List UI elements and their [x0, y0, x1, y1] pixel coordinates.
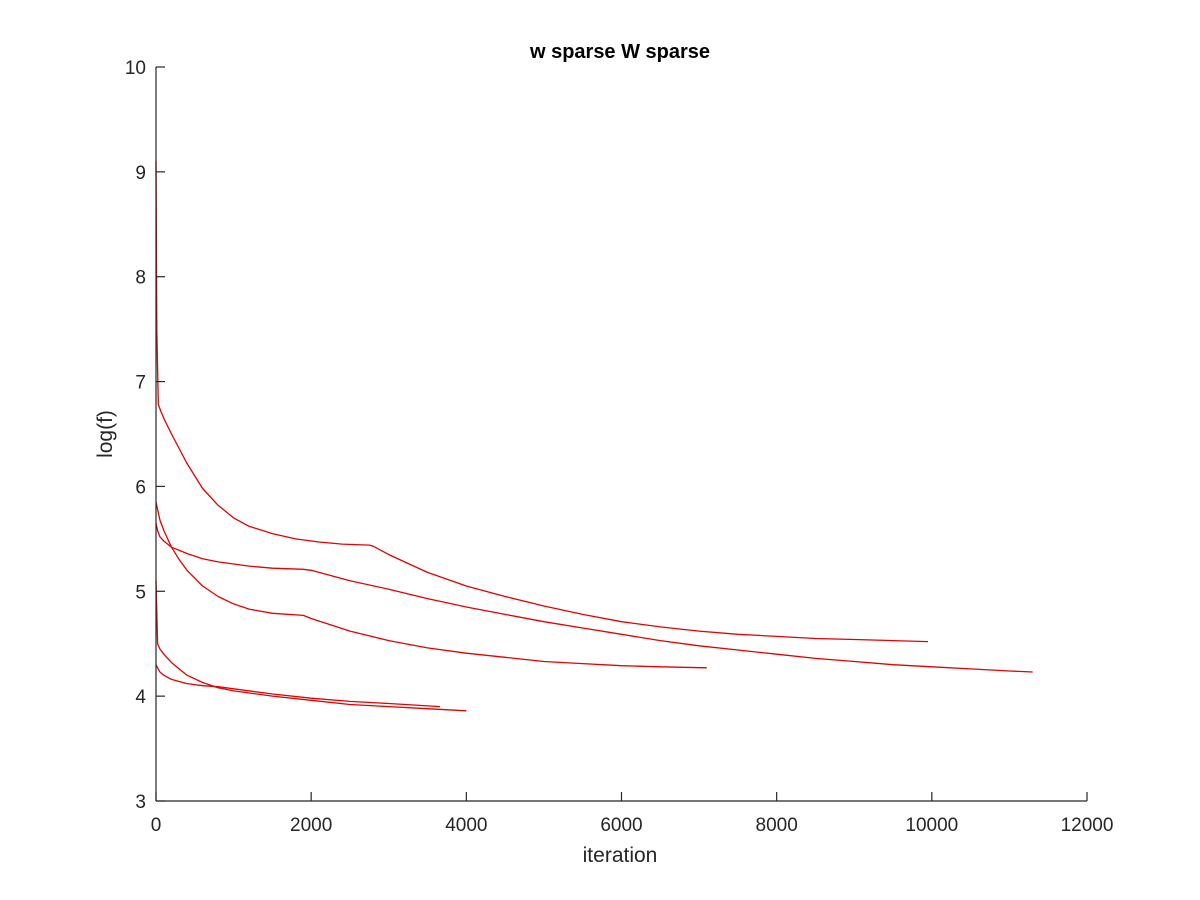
x-tick-label: 4000: [445, 815, 487, 836]
y-tick-label: 7: [135, 373, 146, 394]
series-line-4: [155, 580, 467, 712]
y-tick-label: 4: [135, 687, 146, 708]
series-line-5: [155, 664, 441, 708]
y-tick-label: 8: [135, 268, 146, 289]
y-axis-label: log(f): [94, 410, 117, 458]
series-group: [155, 161, 1033, 712]
x-axis-label: iteration: [583, 844, 658, 867]
series-line-3: [155, 502, 707, 669]
series-line-2: [155, 522, 1033, 673]
series-line-1: [155, 161, 929, 643]
y-tick-label: 6: [135, 477, 146, 498]
y-tick-label: 9: [135, 163, 146, 184]
x-tick-label: 2000: [290, 815, 332, 836]
x-tick-label: 0: [151, 815, 162, 836]
chart-title: w sparse W sparse: [529, 41, 710, 63]
x-tick-label: 8000: [756, 815, 798, 836]
x-tick-label: 12000: [1061, 815, 1114, 836]
y-tick-label: 5: [135, 582, 146, 603]
y-axis-ticks: 3 4 5 6 7 8 9 10: [125, 58, 165, 813]
axes: [155, 67, 1087, 802]
x-tick-label: 10000: [905, 815, 958, 836]
x-axis-ticks: 0 2000 4000 6000 8000 10000 12000: [151, 792, 1114, 836]
x-tick-label: 6000: [600, 815, 642, 836]
y-tick-label: 3: [135, 792, 146, 813]
y-tick-label: 10: [125, 58, 146, 79]
